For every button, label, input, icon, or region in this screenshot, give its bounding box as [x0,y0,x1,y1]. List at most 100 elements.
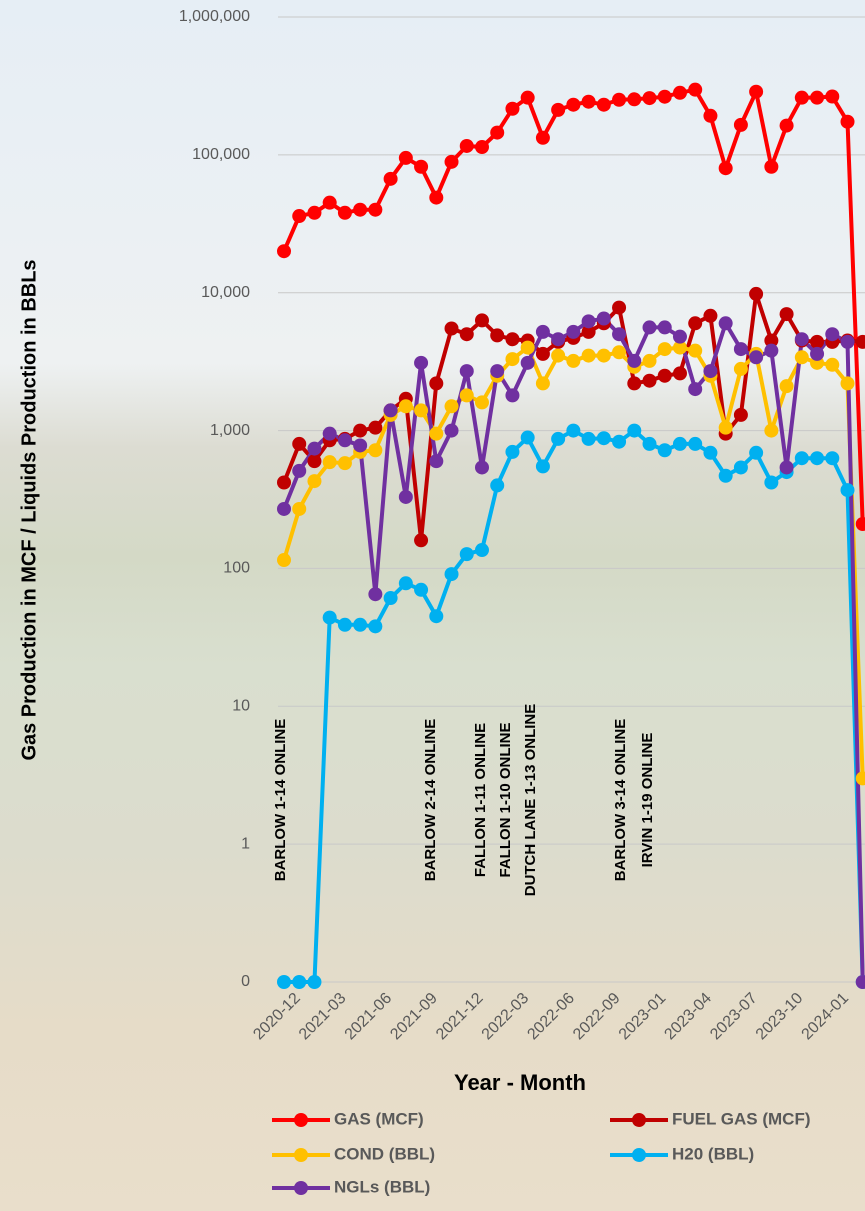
data-point [307,975,322,989]
data-point [764,159,779,174]
data-point [414,159,429,174]
data-point [490,364,505,379]
data-point [277,501,291,516]
data-point [444,567,459,582]
data-point [368,587,383,602]
data-point [612,345,627,360]
data-point [825,357,840,372]
data-point [718,468,733,483]
data-point [398,576,413,591]
data-point [474,460,489,475]
data-point [474,313,489,328]
annotation: BARLOW 2-14 ONLINE [422,719,439,882]
data-point [490,125,505,140]
legend-label: H20 (BBL) [672,1144,754,1163]
data-point [612,327,627,342]
data-point [337,617,352,632]
data-point [703,445,718,460]
data-point [688,382,703,397]
data-point [353,617,368,632]
data-point [398,399,413,414]
data-point [566,97,581,112]
data-point [672,340,687,355]
y-tick-label: 100 [223,560,250,577]
annotation: FALLON 1-11 ONLINE [472,723,489,877]
data-point [535,346,550,361]
data-point [307,454,322,469]
annotation: DUTCH LANE 1-13 ONLINE [522,704,539,897]
data-point [322,426,337,441]
legend: GAS (MCF) FUEL GAS (MCF) COND (BBL) H20 (BB… [272,1109,811,1196]
data-point [657,320,672,335]
data-point [672,85,687,100]
data-point [368,202,383,217]
data-point [810,451,825,466]
data-point [307,474,322,489]
data-point [657,443,672,458]
legend-marker [632,1148,646,1162]
data-point [429,609,444,624]
data-point [520,430,535,445]
data-point [794,332,809,347]
data-point [642,91,657,106]
data-point [292,436,307,451]
data-point [277,244,291,259]
legend-marker [294,1113,308,1127]
data-point [733,117,748,132]
data-point [520,340,535,355]
data-point [459,364,474,379]
data-point [474,543,489,558]
data-point [292,501,307,516]
data-point [733,407,748,422]
data-point [551,348,566,363]
data-point [505,444,520,459]
data-point [840,114,855,129]
data-point [383,403,398,418]
x-axis-label: Year - Month [454,1070,586,1095]
data-point [794,350,809,365]
data-point [520,355,535,370]
y-tick-label: 0 [241,973,250,990]
data-point [733,361,748,376]
annotation: BARLOW 1-14 ONLINE [272,719,289,882]
data-point [414,582,429,597]
data-point [718,161,733,176]
data-point [581,348,596,363]
data-point [383,591,398,606]
data-point [368,420,383,435]
legend-label: FUEL GAS (MCF) [672,1109,811,1128]
data-point [429,454,444,469]
data-point [581,314,596,329]
data-point [596,431,611,446]
data-point [810,90,825,105]
data-point [825,451,840,466]
data-point [566,324,581,339]
annotation: IRVIN 1-19 ONLINE [639,733,656,868]
y-tick-label: 100,000 [192,146,250,163]
data-point [474,395,489,410]
data-point [672,366,687,381]
data-point [779,118,794,133]
data-point [292,975,307,989]
data-point [337,456,352,471]
data-point [551,431,566,446]
data-point [764,343,779,358]
data-point [520,90,535,105]
data-point [353,438,368,453]
data-point [642,353,657,368]
data-point [414,533,429,548]
data-point [414,403,429,418]
data-point [596,97,611,112]
data-point [794,90,809,105]
data-point [398,150,413,165]
y-tick-label: 1,000,000 [179,8,250,25]
data-point [535,376,550,391]
data-point [444,423,459,438]
data-point [855,517,865,532]
annotation: BARLOW 3-14 ONLINE [612,719,629,882]
data-point [368,619,383,634]
data-point [642,436,657,451]
annotation: FALLON 1-10 ONLINE [497,722,514,877]
data-point [840,334,855,349]
